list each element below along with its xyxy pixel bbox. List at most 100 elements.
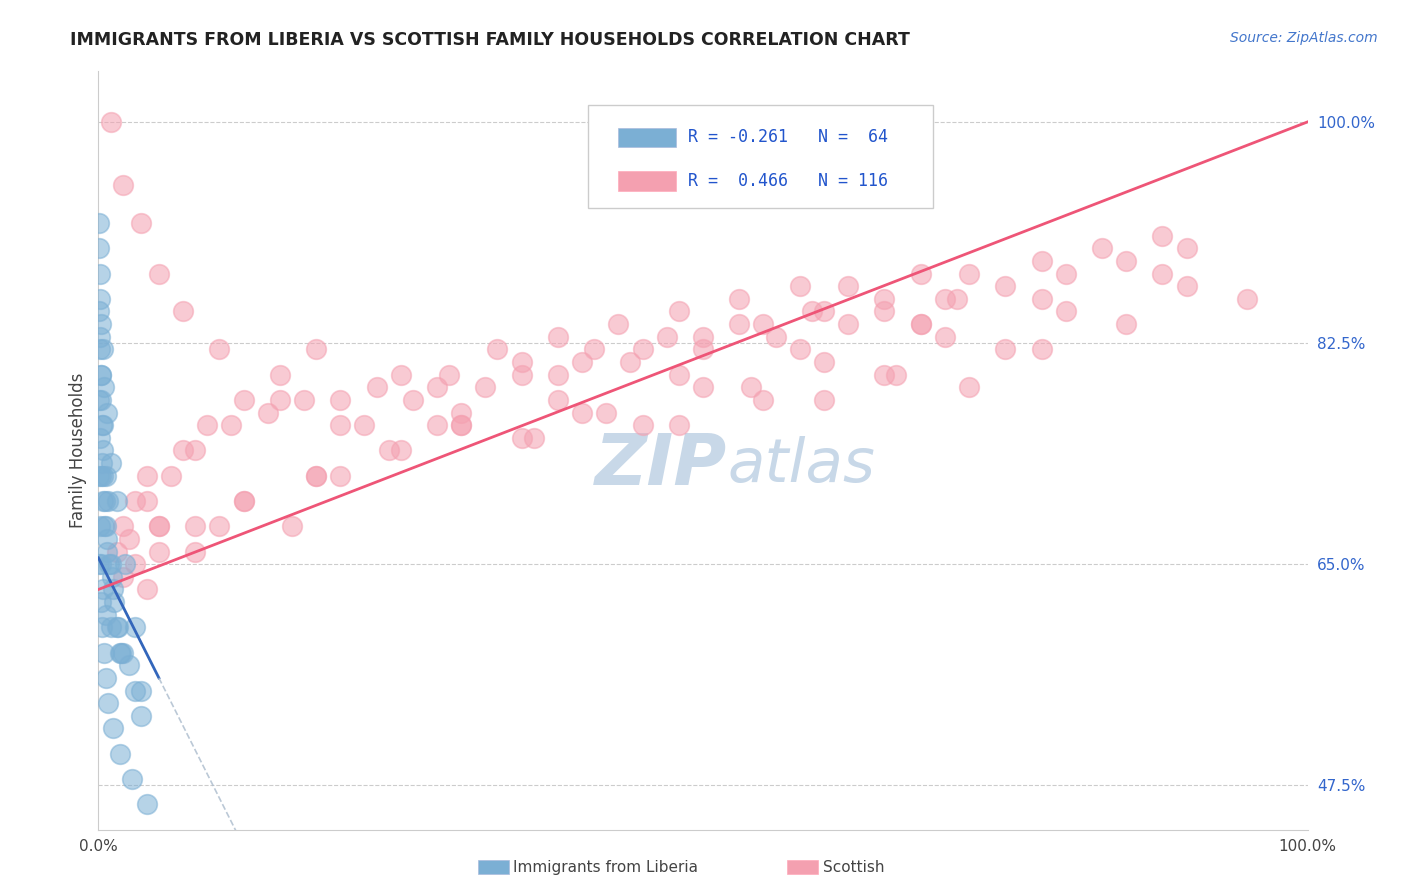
Point (96, 406, 118, 420)
Point (523, 431, 546, 445)
Point (90, 468, 112, 483)
Point (135, 468, 157, 483)
Point (668, 368, 690, 382)
Point (450, 418, 472, 433)
Point (305, 343, 328, 357)
Point (87, 392, 110, 407)
Point (98, 557, 121, 572)
Point (1031, 292, 1053, 306)
Text: ZIP: ZIP (595, 431, 727, 500)
Point (1054, 304, 1077, 318)
Point (97, 696, 120, 710)
Point (91, 582, 114, 597)
Point (96, 544, 118, 558)
Point (510, 431, 533, 445)
Point (93, 380, 115, 394)
Point (329, 392, 352, 407)
Point (111, 570, 134, 584)
Point (692, 343, 714, 357)
Text: R = -0.261   N =  64: R = -0.261 N = 64 (689, 128, 889, 146)
Point (129, 216, 152, 230)
Point (129, 708, 152, 723)
Point (89, 557, 111, 572)
Point (934, 292, 956, 306)
Point (813, 355, 835, 369)
Point (91, 418, 114, 433)
Point (583, 343, 606, 357)
Point (353, 418, 375, 433)
Point (1031, 253, 1053, 268)
Point (97, 494, 120, 508)
Point (837, 279, 859, 293)
Point (450, 418, 472, 433)
Point (89, 267, 111, 281)
Point (281, 519, 304, 533)
Point (135, 582, 157, 597)
Point (631, 343, 654, 357)
Point (571, 355, 593, 369)
Point (547, 392, 569, 407)
Point (105, 544, 128, 558)
Point (124, 683, 146, 698)
Point (108, 646, 131, 660)
Point (1152, 267, 1174, 281)
Point (208, 343, 231, 357)
Point (728, 317, 751, 331)
Point (87, 241, 110, 255)
Point (607, 317, 630, 331)
Point (87, 216, 110, 230)
Point (118, 658, 141, 673)
Point (129, 683, 152, 698)
Point (946, 292, 969, 306)
Point (108, 747, 131, 761)
Point (256, 406, 278, 420)
Point (437, 368, 460, 382)
Point (195, 418, 218, 433)
Point (89, 292, 111, 306)
Point (90, 392, 112, 407)
Point (402, 392, 425, 407)
Point (94, 468, 117, 483)
Point (269, 368, 291, 382)
Point (91, 494, 114, 508)
Point (305, 468, 328, 483)
Point (89, 431, 111, 445)
Point (813, 392, 835, 407)
Point (813, 304, 835, 318)
Point (886, 368, 908, 382)
Point (619, 355, 641, 369)
Point (1031, 343, 1053, 357)
Point (873, 292, 896, 306)
Text: atlas: atlas (727, 436, 875, 495)
Point (105, 620, 128, 634)
Point (172, 304, 194, 318)
Point (118, 532, 141, 546)
Point (111, 178, 134, 193)
Point (91, 443, 114, 458)
Point (377, 443, 399, 458)
Point (100, 557, 122, 572)
Point (910, 317, 932, 331)
Text: Immigrants from Liberia: Immigrants from Liberia (513, 860, 699, 874)
Point (474, 380, 496, 394)
Point (292, 392, 315, 407)
Point (121, 772, 143, 786)
Point (96, 532, 118, 546)
Point (105, 494, 128, 508)
Point (100, 115, 122, 129)
Point (752, 317, 775, 331)
Point (426, 380, 449, 394)
Point (184, 443, 207, 458)
Point (957, 380, 980, 394)
Point (1175, 279, 1198, 293)
Point (366, 380, 388, 394)
Point (124, 494, 146, 508)
FancyBboxPatch shape (619, 171, 676, 191)
Point (148, 519, 170, 533)
Point (800, 304, 823, 318)
Point (135, 494, 157, 508)
Point (208, 519, 231, 533)
Point (631, 418, 654, 433)
Point (100, 570, 122, 584)
Text: Scottish: Scottish (823, 860, 884, 874)
